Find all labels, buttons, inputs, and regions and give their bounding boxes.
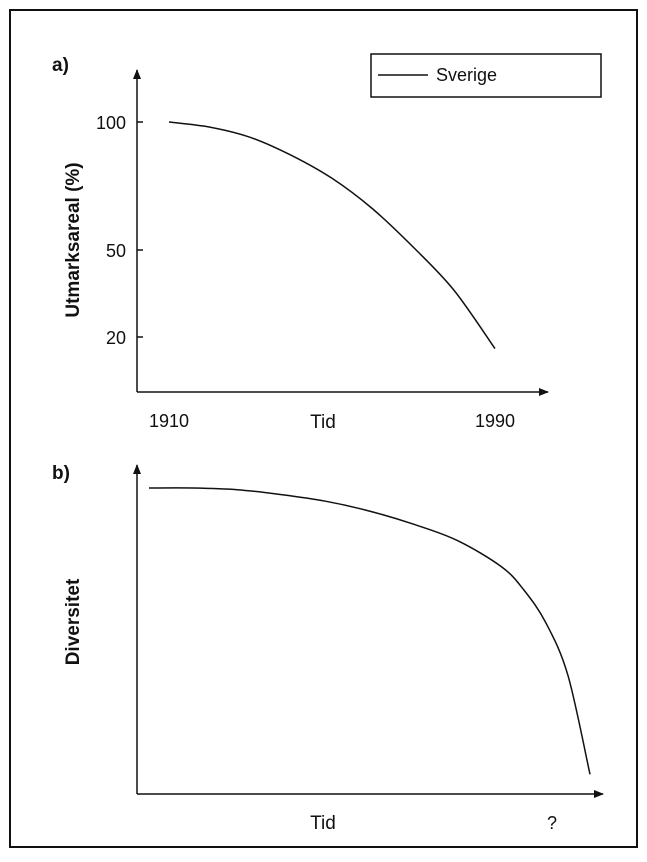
panel-b: b) Tid ? Diversitet xyxy=(52,463,604,834)
panel-a-y-tick-label-100: 100 xyxy=(96,113,126,133)
panel-b-y-axis-title: Diversitet xyxy=(63,578,84,665)
panel-a: a) 100 50 20 1910 1990 Tid Utmarksareal … xyxy=(52,53,602,433)
panel-b-x-tick-label-question: ? xyxy=(547,813,557,833)
panel-b-series-line xyxy=(148,487,591,775)
panel-b-label: b) xyxy=(52,463,70,484)
panel-b-x-axis-title: Tid xyxy=(310,813,336,834)
figure-frame xyxy=(9,9,638,848)
panel-a-legend: Sverige xyxy=(370,53,602,98)
panel-a-x-axis-title: Tid xyxy=(310,412,336,433)
panel-a-series-sverige-line xyxy=(168,121,496,350)
panel-a-x-tick-label-1990: 1990 xyxy=(475,411,515,431)
panel-a-label: a) xyxy=(52,55,69,76)
legend-entry-sverige: Sverige xyxy=(436,65,497,85)
panel-a-y-axis-title: Utmarksareal (%) xyxy=(63,162,84,317)
panel-a-y-tick-label-50: 50 xyxy=(106,241,126,261)
panel-a-y-tick-label-20: 20 xyxy=(106,328,126,348)
panel-a-x-tick-label-1910: 1910 xyxy=(149,411,189,431)
